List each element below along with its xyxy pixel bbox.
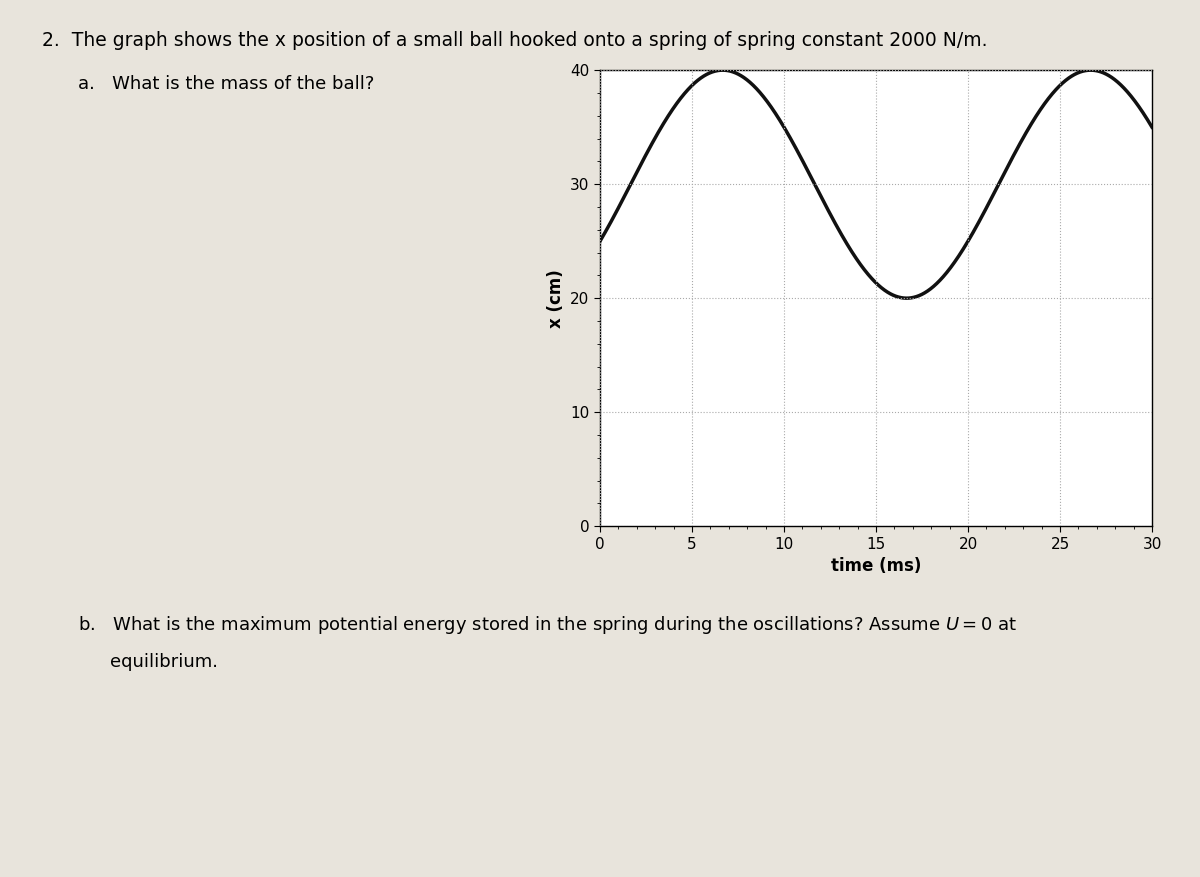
Text: b.   What is the maximum potential energy stored in the spring during the oscill: b. What is the maximum potential energy … xyxy=(78,614,1018,636)
Y-axis label: x (cm): x (cm) xyxy=(547,269,565,327)
Text: 2.  The graph shows the x position of a small ball hooked onto a spring of sprin: 2. The graph shows the x position of a s… xyxy=(42,31,988,50)
X-axis label: time (ms): time (ms) xyxy=(830,557,922,575)
Text: a.   What is the mass of the ball?: a. What is the mass of the ball? xyxy=(78,75,374,93)
Text: equilibrium.: equilibrium. xyxy=(110,653,218,672)
